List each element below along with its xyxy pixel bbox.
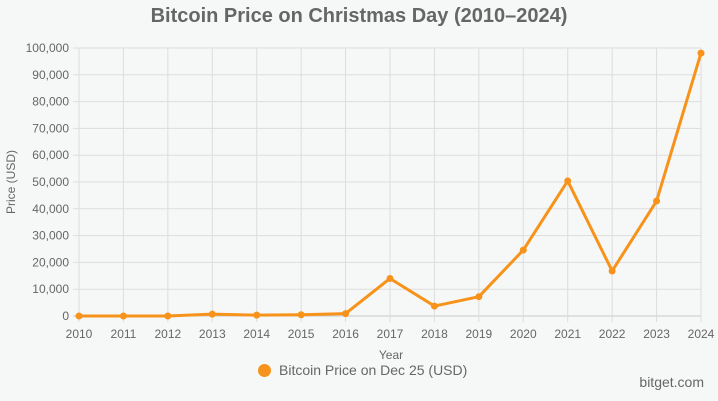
data-point[interactable] bbox=[564, 177, 572, 185]
data-point[interactable] bbox=[164, 312, 172, 320]
grid bbox=[73, 47, 702, 322]
data-point[interactable] bbox=[119, 312, 127, 320]
data-point[interactable] bbox=[342, 310, 350, 318]
x-axis-title: Year bbox=[379, 348, 403, 362]
x-tick-label: 2023 bbox=[643, 327, 670, 341]
legend[interactable]: Bitcoin Price on Dec 25 (USD) bbox=[258, 362, 467, 378]
x-tick-label: 2010 bbox=[66, 327, 93, 341]
watermark: bitget.com bbox=[639, 374, 704, 390]
x-tick-label: 2024 bbox=[688, 327, 715, 341]
x-tick-label: 2020 bbox=[510, 327, 537, 341]
x-tick-label: 2012 bbox=[155, 327, 182, 341]
y-tick-label: 100,000 bbox=[26, 41, 70, 55]
y-tick-label: 70,000 bbox=[32, 121, 69, 135]
y-tick-label: 50,000 bbox=[32, 175, 69, 189]
data-point[interactable] bbox=[208, 310, 216, 318]
data-point[interactable] bbox=[297, 311, 305, 319]
data-point[interactable] bbox=[253, 311, 261, 319]
x-tick-label: 2014 bbox=[243, 327, 270, 341]
data-point[interactable] bbox=[653, 197, 661, 205]
x-tick-label: 2022 bbox=[599, 327, 626, 341]
data-point[interactable] bbox=[608, 267, 616, 275]
x-tick-label: 2013 bbox=[199, 327, 226, 341]
chart-title: Bitcoin Price on Christmas Day (2010–202… bbox=[150, 5, 568, 27]
x-tick-label: 2011 bbox=[111, 327, 137, 341]
data-point[interactable] bbox=[519, 246, 527, 254]
x-tick-label: 2019 bbox=[466, 327, 493, 341]
x-tick-label: 2018 bbox=[421, 327, 448, 341]
data-point[interactable] bbox=[475, 293, 483, 301]
data-point[interactable] bbox=[75, 312, 83, 320]
y-tick-label: 80,000 bbox=[32, 95, 69, 109]
x-tick-label: 2017 bbox=[377, 327, 404, 341]
data-point[interactable] bbox=[430, 302, 438, 310]
y-axis-title: Price (USD) bbox=[4, 150, 18, 214]
y-tick-label: 0 bbox=[62, 309, 69, 323]
y-tick-label: 20,000 bbox=[32, 255, 69, 269]
legend-label: Bitcoin Price on Dec 25 (USD) bbox=[279, 362, 468, 378]
y-tick-label: 60,000 bbox=[32, 148, 69, 162]
y-tick-label: 90,000 bbox=[32, 68, 69, 82]
x-axis-ticks: 2010 2011 2012 2013 2014 2015 2016 2017 2018 2019… bbox=[66, 327, 715, 341]
y-tick-label: 30,000 bbox=[32, 229, 69, 243]
x-tick-label: 2016 bbox=[332, 327, 359, 341]
y-tick-label: 10,000 bbox=[32, 282, 69, 296]
legend-marker-icon bbox=[258, 363, 271, 377]
y-axis-ticks: 0 10,000 20,000 30,000 40,000 50,000 60,000 70,… bbox=[26, 41, 70, 323]
data-point[interactable] bbox=[697, 49, 705, 57]
x-tick-label: 2021 bbox=[554, 327, 581, 341]
x-tick-label: 2015 bbox=[288, 327, 315, 341]
data-point[interactable] bbox=[386, 274, 394, 282]
series-bitcoin-price bbox=[75, 49, 705, 320]
y-tick-label: 40,000 bbox=[32, 202, 69, 216]
